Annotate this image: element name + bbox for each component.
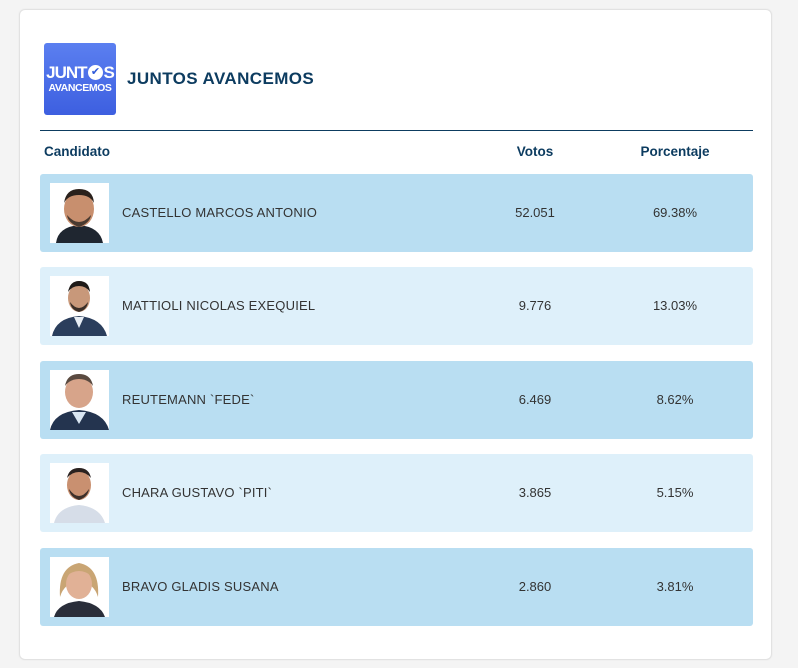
candidate-row: CASTELLO MARCOS ANTONIO 52.051 69.38% [40,174,753,252]
logo-text-juntos-end: S [103,63,115,82]
column-header-percent: Porcentaje [640,144,710,159]
logo-text-avancemos: AVANCEMOS [48,82,112,94]
party-name: JUNTOS AVANCEMOS [127,69,315,88]
candidate-votes: 3.865 [518,485,552,500]
party-header: JUNT ✔ S AVANCEMOS JUNTOS AVANCEMOS [44,43,744,115]
candidate-photo [50,370,109,430]
candidate-percent: 13.03% [652,298,698,313]
results-card: JUNT ✔ S AVANCEMOS JUNTOS AVANCEMOS Candid… [19,9,772,660]
candidate-name: BRAVO GLADIS SUSANA [122,579,279,594]
candidate-row: CHARA GUSTAVO `PITI` 3.865 5.15% [40,454,753,532]
candidate-name: REUTEMANN `FEDE` [122,392,255,407]
candidate-row: MATTIOLI NICOLAS EXEQUIEL 9.776 13.03% [40,267,753,345]
column-header-votes: Votos [516,144,554,159]
logo-text-juntos: JUNT [46,63,87,82]
candidate-votes: 2.860 [518,579,552,594]
candidate-name: CHARA GUSTAVO `PITI` [122,485,273,500]
candidate-row: REUTEMANN `FEDE` 6.469 8.62% [40,361,753,439]
candidate-votes: 9.776 [518,298,552,313]
candidate-percent: 3.81% [656,579,694,594]
candidate-percent: 5.15% [656,485,694,500]
candidate-votes: 6.469 [518,392,552,407]
candidate-photo [50,183,109,243]
checkmark-icon: ✔ [87,65,103,80]
candidate-name: CASTELLO MARCOS ANTONIO [122,205,318,220]
candidate-percent: 8.62% [656,392,694,407]
candidate-percent: 69.38% [652,205,698,220]
candidate-votes: 52.051 [515,205,555,220]
party-logo: JUNT ✔ S AVANCEMOS [44,43,116,115]
candidate-photo [50,557,109,617]
candidate-photo [50,276,109,336]
column-header-candidate: Candidato [44,144,110,159]
candidate-row: BRAVO GLADIS SUSANA 2.860 3.81% [40,548,753,626]
candidate-name: MATTIOLI NICOLAS EXEQUIEL [122,298,316,313]
header-divider [40,130,753,131]
candidate-photo [50,463,109,523]
